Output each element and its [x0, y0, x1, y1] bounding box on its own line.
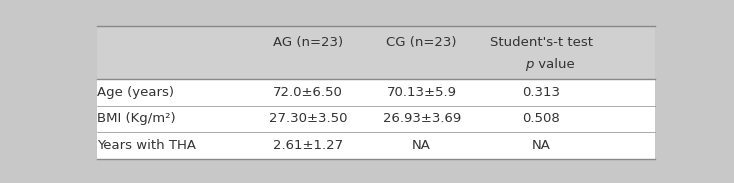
Text: 0.313: 0.313 [522, 86, 560, 99]
Text: 27.30±3.50: 27.30±3.50 [269, 112, 347, 125]
Text: value: value [534, 58, 575, 71]
Text: 2.61±1.27: 2.61±1.27 [273, 139, 343, 152]
Text: CG (n=23): CG (n=23) [386, 36, 457, 48]
Text: 0.508: 0.508 [523, 112, 560, 125]
Bar [98, 79, 655, 106]
Text: 26.93±3.69: 26.93±3.69 [382, 112, 461, 125]
Bar [98, 132, 655, 159]
Text: Student's-t test: Student's-t test [490, 36, 592, 48]
Text: 72.0±6.50: 72.0±6.50 [273, 86, 343, 99]
Text: NA: NA [531, 139, 550, 152]
Text: Age (years): Age (years) [98, 86, 175, 99]
Bar [98, 26, 655, 79]
Text: NA: NA [413, 139, 431, 152]
Text: 70.13±5.9: 70.13±5.9 [387, 86, 457, 99]
Bar [98, 106, 655, 132]
Text: p: p [526, 58, 534, 71]
Text: Years with THA: Years with THA [98, 139, 197, 152]
Text: AG (n=23): AG (n=23) [273, 36, 343, 48]
Text: BMI (Kg/m²): BMI (Kg/m²) [98, 112, 176, 125]
